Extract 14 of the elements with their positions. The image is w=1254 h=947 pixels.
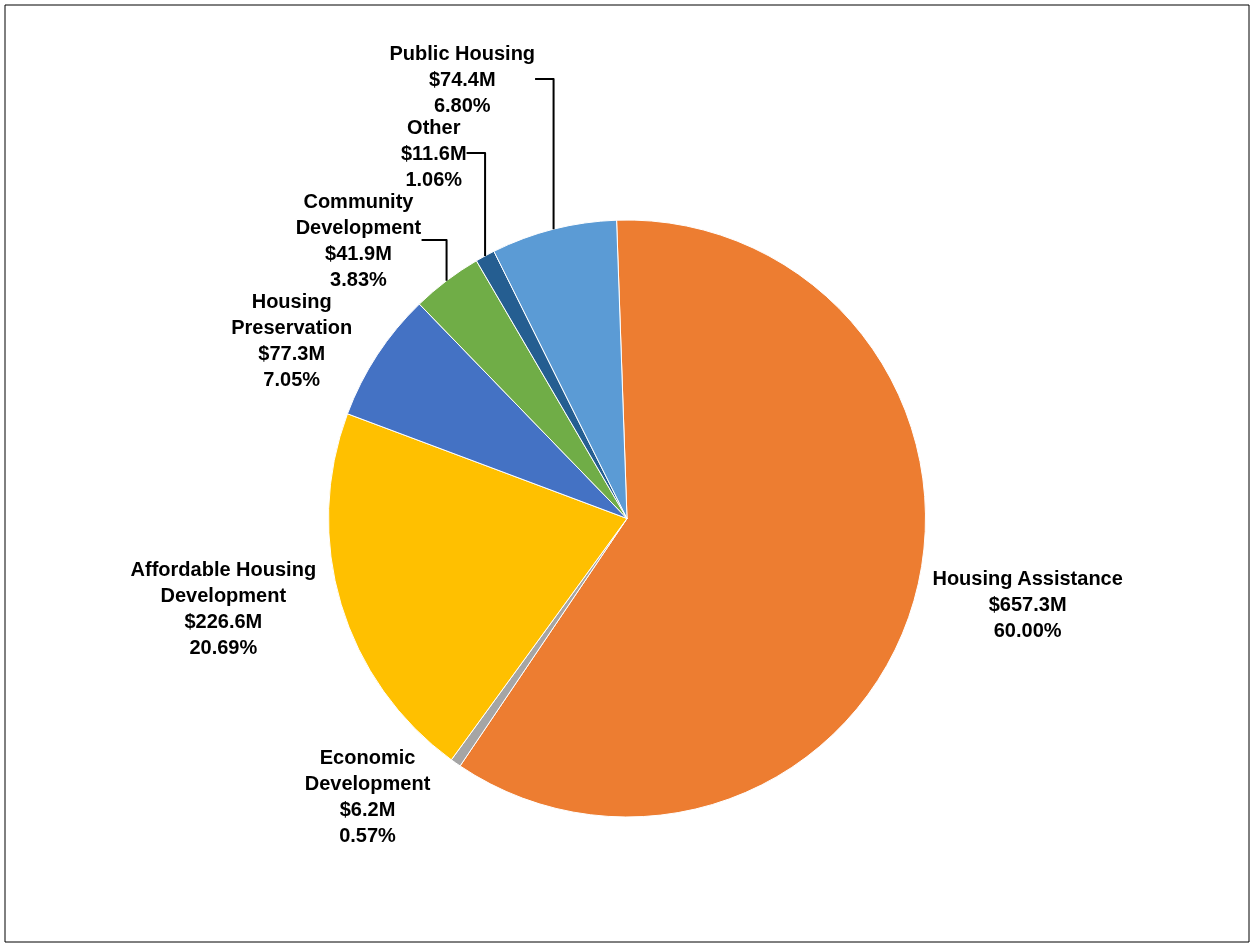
- slice-label: Community Development: [295, 189, 422, 238]
- slice-label: Housing Assistance: [932, 566, 1123, 589]
- data-label: $6.2M 0.57%: [339, 798, 397, 847]
- data-label: $11.6M 1.06%: [400, 141, 467, 190]
- data-label: $657.3M 60.00%: [988, 592, 1067, 641]
- data-label: $74.4M 6.80%: [428, 67, 496, 116]
- slice-label: Housing Preservation: [231, 289, 353, 338]
- slice-label: Other: [407, 115, 461, 138]
- slice-label: Affordable Housing Development: [130, 558, 317, 607]
- data-label: $77.3M 7.05%: [258, 341, 326, 390]
- slice-label: Economic Development: [304, 746, 431, 795]
- data-label: $41.9M 3.83%: [325, 241, 392, 290]
- data-label: $226.6M 20.69%: [184, 610, 263, 659]
- slice-label: Public Housing: [389, 41, 536, 64]
